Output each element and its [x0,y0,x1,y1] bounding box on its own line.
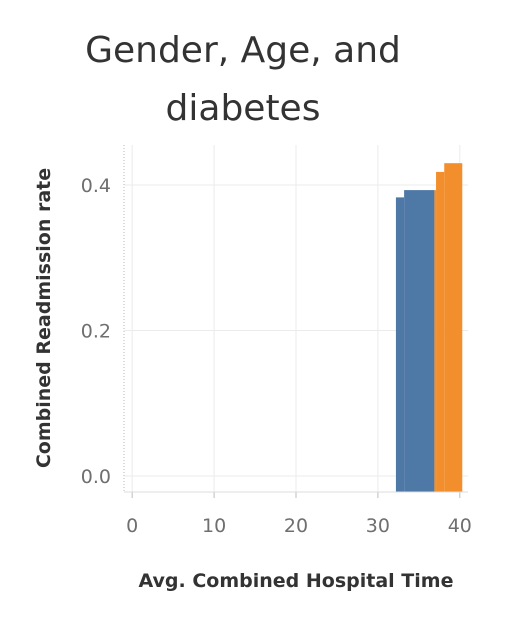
series-2-step-bar [436,171,445,492]
chart-title: Gender, Age, and diabetes [48,22,438,138]
y-tick-label: 0.4 [81,175,111,197]
y-axis-title: Combined Readmission rate [33,168,55,468]
x-tick-label: 0 [126,515,138,537]
x-axis-title: Avg. Combined Hospital Time [139,570,454,592]
x-tick-label: 40 [448,515,472,537]
series-1-step-bar [404,190,435,492]
series-2-step-bar [444,163,463,492]
y-tick-label: 0.2 [81,321,111,343]
axes: 0 10 20 30 40 0.0 0.2 0.4 [81,145,472,537]
chart-title-line-2: diabetes [165,88,321,129]
series-2-step-bar [434,190,437,492]
chart-title-line-1: Gender, Age, and [85,30,401,71]
y-tick-label: 0.0 [81,466,111,488]
x-tick-label: 20 [284,515,308,537]
series-1-step-bar [395,197,405,492]
x-tick-label: 30 [366,515,390,537]
plot-marks [395,163,463,492]
x-tick-label: 10 [202,515,226,537]
